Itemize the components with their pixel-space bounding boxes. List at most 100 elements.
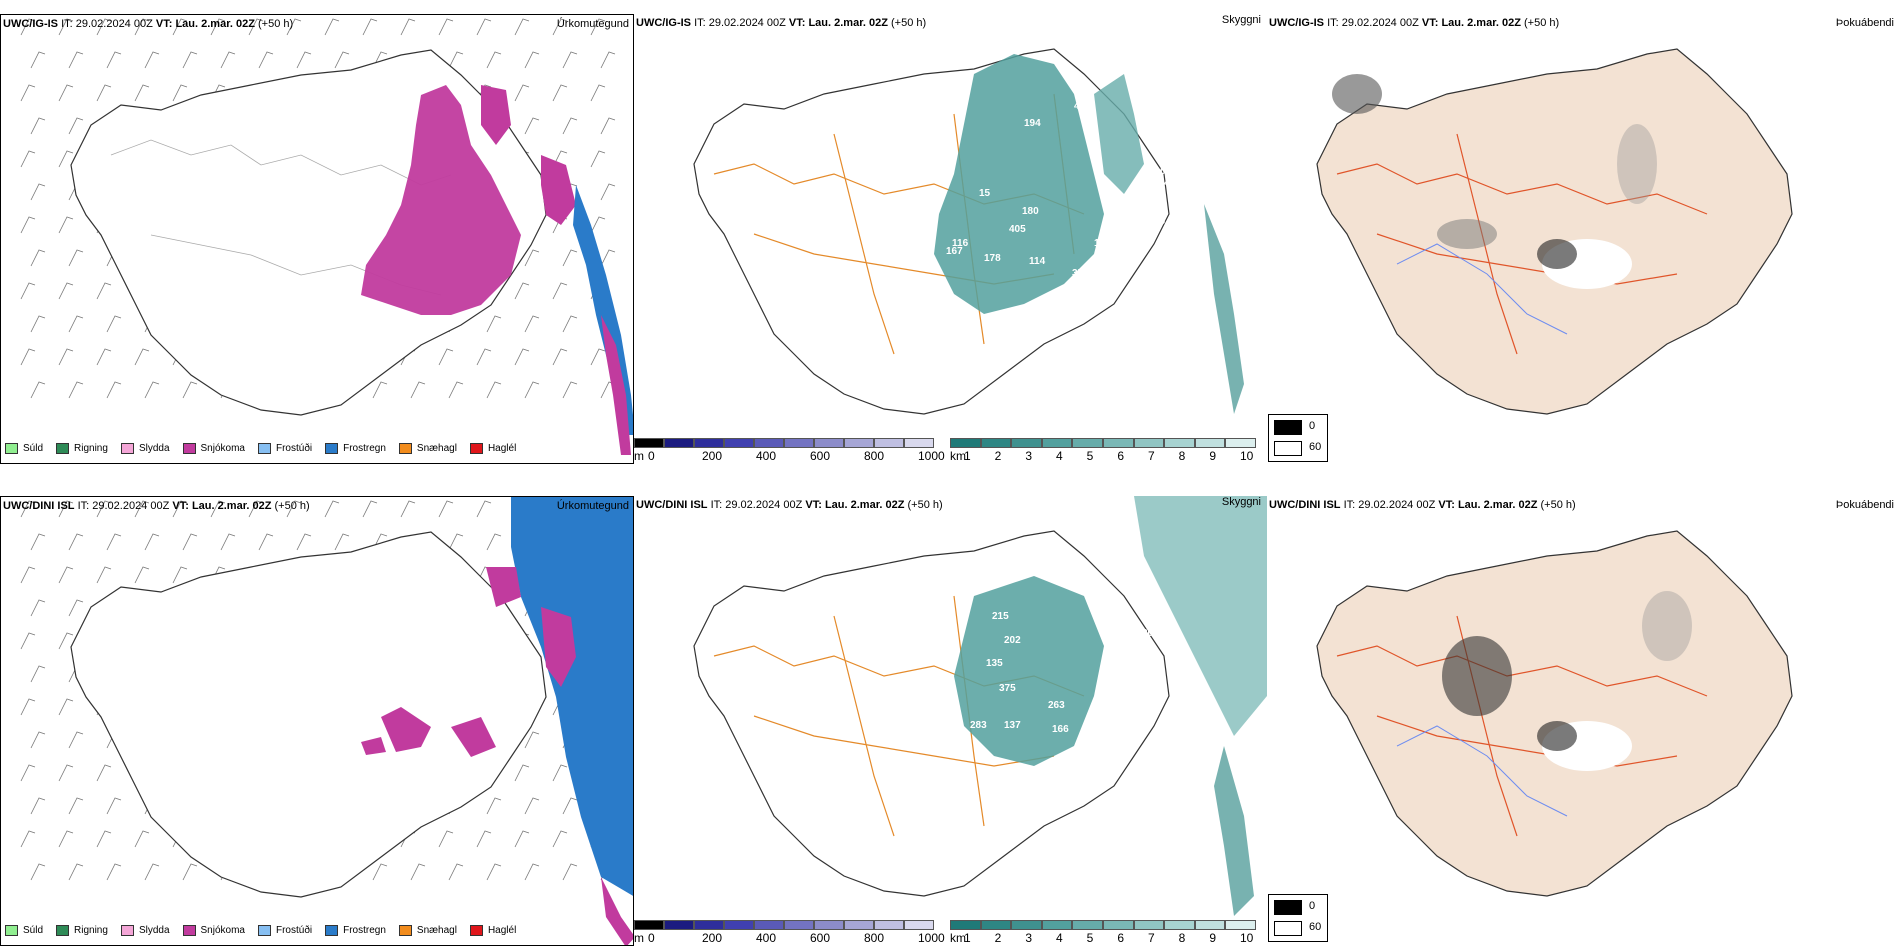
colorbar-tick: 4 [1056, 449, 1063, 463]
visibility-value-label: 180 [1022, 206, 1039, 217]
legend-item: Haglél [469, 925, 517, 936]
legend-label: Frostúði [275, 443, 313, 454]
visibility-value-label: 137 [904, 713, 921, 724]
fog-legend-label: 0 [1309, 900, 1316, 912]
visibility-value-label: 490 [1164, 178, 1181, 189]
wind-barb-icon [514, 18, 530, 36]
legend-item: Frostregn [325, 925, 386, 936]
fog-legend: 0 60 [1268, 894, 1328, 942]
wind-barb-icon [182, 51, 198, 69]
legend-label: Slydda [138, 925, 170, 936]
wind-barb-icon [172, 566, 188, 584]
colorbar-tick: 1000 [918, 449, 945, 463]
wind-barb-icon [524, 315, 540, 333]
visibility-value-label: 351 [1072, 268, 1089, 279]
wind-barb-icon [30, 315, 46, 333]
wind-barb-icon [562, 51, 578, 69]
wind-barb-icon [296, 533, 312, 551]
legend-label: Snjókoma [200, 925, 245, 936]
colorbar-tick: 8 [1178, 449, 1186, 463]
wind-barb-icon [410, 381, 426, 399]
colorbar-tick: 400 [756, 931, 777, 945]
colorbar-segment [844, 438, 874, 448]
wind-barb-icon [30, 51, 46, 69]
wind-barb-icon [182, 533, 198, 551]
wind-barb-icon [68, 51, 84, 69]
model-name: UWC/IG-IS [3, 18, 58, 30]
colorbar-segment [1072, 920, 1103, 930]
wind-barb-icon [324, 18, 340, 36]
wind-barb-icon [514, 764, 530, 782]
wind-barb-icon [438, 348, 454, 366]
wind-barb-icon [134, 18, 150, 36]
wind-barb-icon [486, 863, 502, 881]
wind-barb-icon [58, 566, 74, 584]
colorbar-segment [754, 438, 784, 448]
visibility-value-label: 444 [1074, 101, 1091, 112]
wind-barb-icon [96, 84, 112, 102]
it-label: IT: [1343, 499, 1356, 511]
wind-barb-icon [106, 315, 122, 333]
wind-barb-icon [96, 18, 112, 36]
wind-barb-icon [68, 117, 84, 135]
colorbar-segment [1041, 438, 1073, 448]
colorbar-tick: 1 [964, 931, 971, 945]
colorbar-tick: 6 [1117, 449, 1125, 463]
visibility-value-label: 108 [1139, 211, 1156, 222]
legend-label: Snjókoma [200, 443, 245, 454]
legend-swatch [120, 925, 134, 936]
vt-label: VT: [788, 17, 806, 29]
colorbar-tick: 3 [1025, 449, 1033, 463]
legend-label: Slydda [138, 443, 170, 454]
wind-barb-icon [58, 698, 74, 716]
wind-barb-icon [514, 84, 530, 102]
fog-map-bottom [1316, 530, 1793, 897]
wind-barb-icon [30, 665, 46, 683]
colorbar-segment [634, 438, 664, 448]
legend-label: Haglél [487, 925, 517, 936]
colorbar-segment [1164, 438, 1195, 448]
wind-barb-icon [524, 731, 540, 749]
model-name: UWC/DINI ISL [636, 499, 708, 511]
legend-swatch [325, 925, 339, 936]
wind-barb-icon [172, 18, 188, 36]
wind-barb-icon [134, 830, 150, 848]
legend-label: Frostúði [275, 925, 313, 936]
wind-barb-icon [362, 18, 378, 36]
colorbar-segment [1011, 920, 1042, 930]
colorbar-segment [1103, 920, 1134, 930]
wind-barb-icon [486, 797, 502, 815]
it-value: 29.02.2024 00Z [92, 500, 170, 512]
legend-item: Snjókoma [182, 443, 245, 454]
wind-barb-icon [362, 500, 378, 518]
colorbar-tick: 5 [1086, 449, 1094, 463]
wind-barb-icon [486, 51, 502, 69]
colorbar-tick: 800 [864, 931, 885, 945]
wind-barb-icon [552, 18, 568, 36]
wind-barb-icon [448, 381, 464, 399]
lead-time: (+50 h) [1524, 17, 1560, 29]
visibility-value-label: 80 [1089, 146, 1101, 157]
vt-value: Lau. 2.mar. 02Z [808, 17, 888, 29]
visibility-colorbar: km 1 2 3 4 5 6 7 8 9 10 [950, 438, 1260, 463]
wind-barb-icon [96, 566, 112, 584]
colorbar-segment [844, 920, 874, 930]
wind-barb-icon [106, 381, 122, 399]
wind-barb-icon [220, 533, 236, 551]
wind-barb-icon [172, 500, 188, 518]
legend-label: Haglél [487, 443, 517, 454]
legend-swatch [182, 443, 196, 454]
wind-barb-icon [438, 18, 454, 36]
wind-barb-icon [590, 348, 606, 366]
visibility-value-label: 405 [1009, 224, 1026, 235]
wind-barb-icon [134, 566, 150, 584]
wind-barb-icon [106, 51, 122, 69]
wind-barb-icon [182, 381, 198, 399]
fog-legend-swatch [1274, 900, 1302, 915]
colorbar-segment [634, 920, 664, 930]
colorbar-segment [980, 920, 1012, 930]
colorbar-tick: 1 [964, 449, 971, 463]
wind-barb-icon [590, 84, 606, 102]
wind-barb-icon [296, 51, 312, 69]
colorbar-segment [874, 920, 904, 930]
